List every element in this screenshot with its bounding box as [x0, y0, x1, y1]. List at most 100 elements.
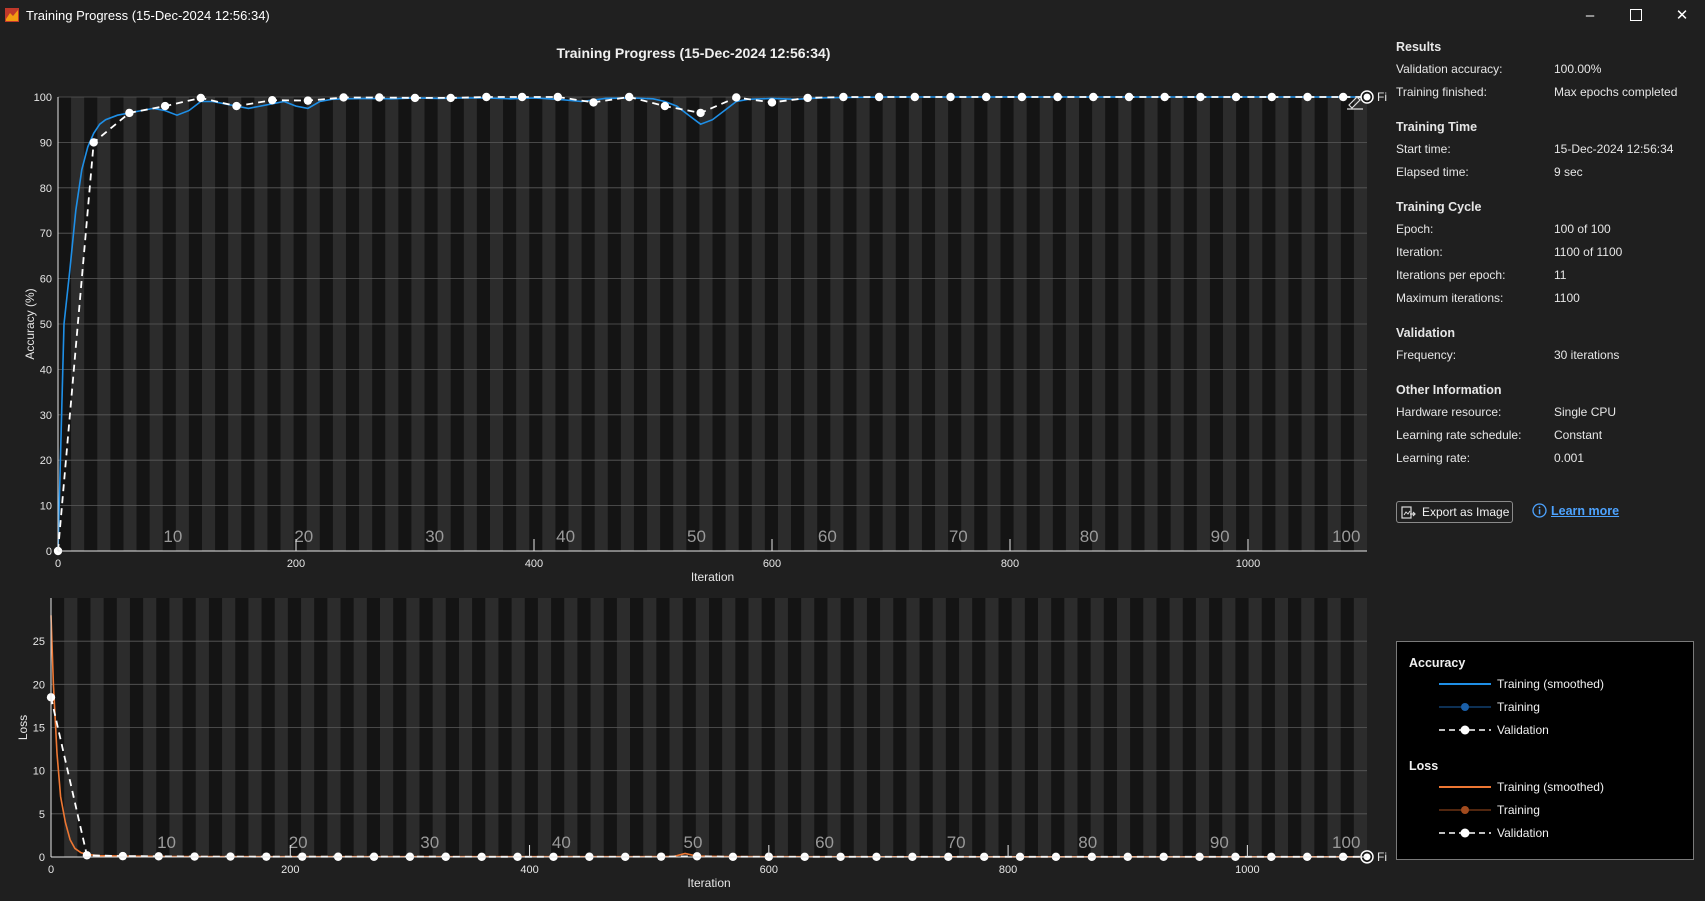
legend-label: Training: [1497, 700, 1540, 714]
maximize-icon: [1630, 9, 1642, 21]
legend-validation-icon: [1439, 725, 1491, 735]
learn-more-link[interactable]: Learn more: [1551, 503, 1620, 518]
y-tick-label: 100: [34, 92, 52, 104]
epoch-label: 50: [687, 527, 706, 546]
legend-acc-training: Training: [1439, 700, 1540, 714]
x-tick-label: 800: [1001, 558, 1019, 570]
iterations-per-epoch-value: 11: [1554, 268, 1567, 282]
validation-point: [410, 93, 420, 103]
legend-label: Validation: [1497, 723, 1549, 737]
validation-point: [303, 96, 313, 105]
validation-point: [589, 98, 598, 107]
legend-loss-training: Training: [1439, 803, 1540, 817]
epoch-label: 90: [1210, 833, 1229, 852]
validation-point: [1231, 92, 1241, 102]
y-tick-label: 60: [40, 274, 52, 286]
export-image-icon: [1401, 505, 1416, 519]
validation-point: [482, 92, 491, 102]
epoch-label: 60: [818, 527, 837, 546]
info-label: Epoch:: [1396, 222, 1434, 236]
legend-loss-validation: Validation: [1439, 826, 1549, 840]
accuracy-plot[interactable]: 10 20 30 40 50 60 70 80 90 100 Final 0 10 20 30 40 50 60 7…: [0, 85, 1387, 585]
loss-plot[interactable]: 10 20 30 40 50 60 70 80 90 100 Final 0 5 10 15 20 25 0 200…: [0, 592, 1387, 892]
validation-point: [696, 108, 705, 118]
y-tick-label: 0: [46, 546, 52, 558]
legend-validation-icon: [1439, 828, 1491, 838]
validation-point: [268, 95, 277, 105]
epoch-label: 60: [815, 833, 834, 852]
validation-point: [874, 92, 884, 102]
epoch-label: 80: [1080, 527, 1099, 546]
validation-point: [1303, 92, 1312, 102]
frequency-value: 30 iterations: [1554, 348, 1620, 362]
minimize-button[interactable]: –: [1567, 0, 1613, 30]
close-button[interactable]: ✕: [1659, 0, 1705, 30]
validation-point: [1267, 92, 1277, 102]
learning-rate-value: 0.001: [1554, 451, 1585, 465]
validation-point: [732, 93, 741, 102]
learn-more[interactable]: Learn more: [1532, 503, 1619, 518]
y-tick-label: 15: [33, 723, 45, 735]
x-tick-label: 600: [763, 558, 781, 570]
axes-toolbar-icon[interactable]: [1347, 96, 1363, 110]
x-tick-label: 200: [281, 864, 299, 876]
y-tick-label: 80: [40, 183, 52, 195]
validation-point: [446, 93, 455, 103]
validation-point: [1160, 92, 1169, 102]
validation-point: [839, 92, 848, 102]
legend-label: Training (smoothed): [1497, 780, 1604, 794]
final-label: Final: [1377, 90, 1387, 104]
y-tick-label: 30: [40, 410, 52, 422]
legend-marker-icon: [1439, 703, 1491, 711]
x-tick-label: 0: [55, 558, 61, 570]
epoch-label: 40: [556, 527, 575, 546]
x-tick-label: 800: [999, 864, 1017, 876]
epoch-label: 30: [420, 833, 439, 852]
validation-point: [1124, 92, 1134, 102]
epoch-label: 20: [294, 527, 313, 546]
info-label: Iterations per epoch:: [1396, 268, 1506, 282]
info-label: Frequency:: [1396, 348, 1457, 362]
validation-point: [1339, 92, 1348, 102]
y-tick-label: 10: [40, 501, 52, 513]
minimize-icon: –: [1585, 6, 1595, 24]
validation-point: [767, 98, 777, 107]
y-tick-label: 0: [39, 852, 45, 864]
info-label: Hardware resource:: [1396, 405, 1502, 419]
y-tick-label: 70: [40, 228, 52, 240]
validation-point: [232, 101, 241, 111]
epoch-label: 10: [157, 833, 176, 852]
validation-point: [803, 93, 812, 103]
export-as-image-button[interactable]: Export as Image: [1396, 501, 1513, 523]
elapsed-time-value: 9 sec: [1554, 165, 1583, 179]
legend-loss-title: Loss: [1409, 759, 1439, 773]
y-axis-label: Loss: [16, 715, 30, 740]
info-label: Validation accuracy:: [1396, 62, 1503, 76]
y-tick-label: 5: [39, 809, 45, 821]
epoch-value: 100 of 100: [1554, 222, 1611, 236]
epoch-label: 10: [163, 527, 182, 546]
other-information-title: Other Information: [1396, 383, 1502, 397]
export-button-label: Export as Image: [1422, 505, 1510, 519]
x-axis-label: Iteration: [687, 876, 730, 890]
validation-point: [1196, 92, 1205, 102]
x-tick-label: 0: [48, 864, 54, 876]
info-panel: Results Validation accuracy: 100.00% Trai…: [1396, 36, 1696, 470]
maximize-button[interactable]: [1613, 0, 1659, 30]
hardware-resource-value: Single CPU: [1554, 405, 1617, 419]
legend-loss-smoothed: Training (smoothed): [1439, 780, 1604, 794]
validation-point: [125, 108, 134, 118]
x-tick-label: 600: [760, 864, 778, 876]
close-icon: ✕: [1675, 7, 1689, 24]
legend-label: Training (smoothed): [1497, 677, 1604, 691]
validation-point: [1089, 92, 1098, 102]
legend-acc-smoothed: Training (smoothed): [1439, 677, 1604, 691]
validation-point: [375, 93, 384, 102]
legend-acc-validation: Validation: [1439, 723, 1549, 737]
y-tick-label: 10: [33, 766, 45, 778]
results-title: Results: [1396, 40, 1442, 54]
info-label: Iteration:: [1396, 245, 1443, 259]
max-iterations-value: 1100: [1554, 291, 1580, 305]
validation-point: [553, 92, 562, 102]
legend-line-icon: [1439, 786, 1491, 788]
